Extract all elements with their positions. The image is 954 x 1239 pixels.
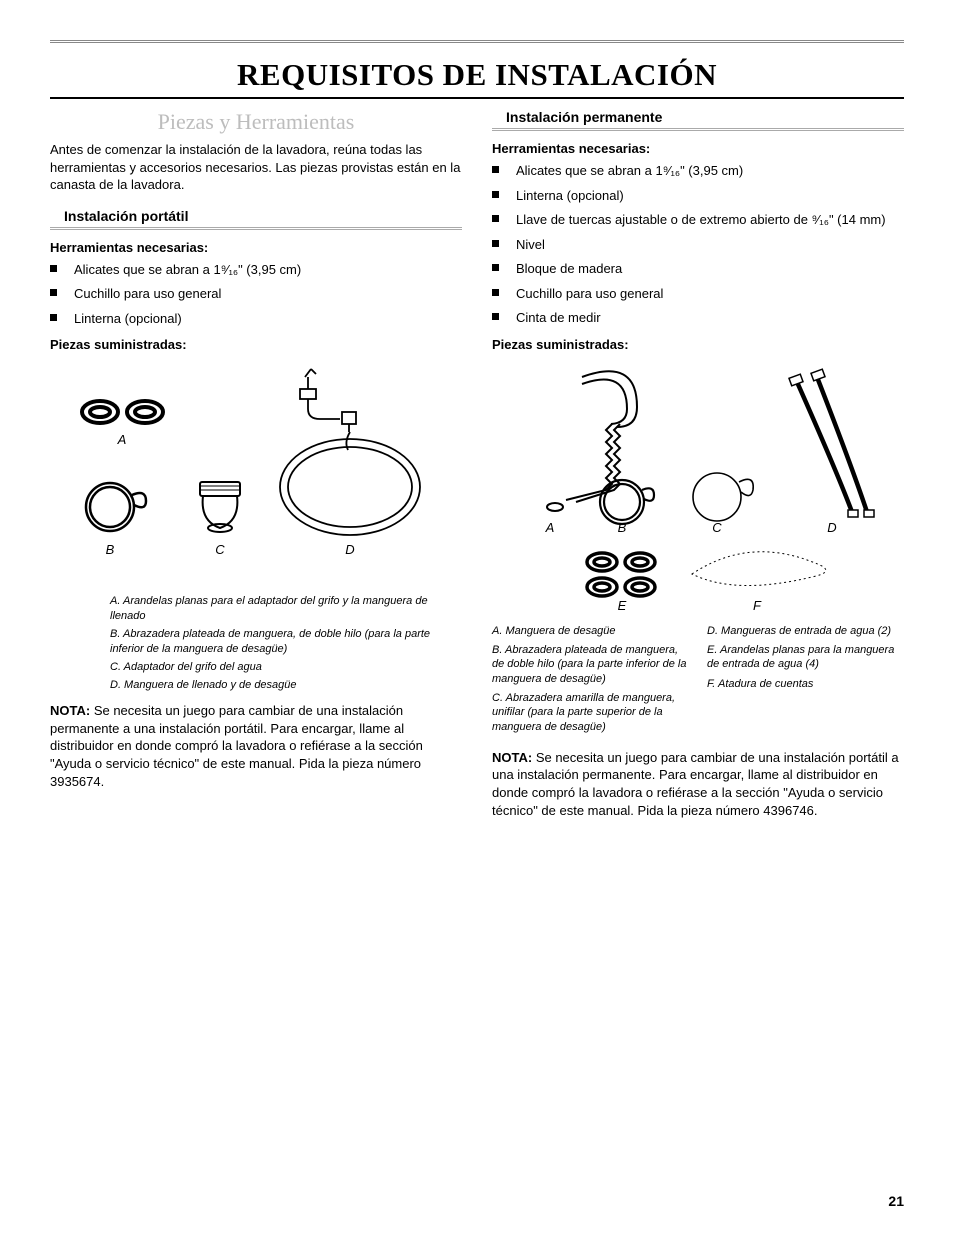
parts-diagram-right: A B C bbox=[492, 362, 892, 612]
caption-col-right: D. Mangueras de entrada de agua (2) E. A… bbox=[707, 624, 904, 739]
caption-col-left: A. Manguera de desagüe B. Abrazadera pla… bbox=[492, 624, 689, 739]
label-c: C bbox=[712, 520, 722, 535]
figure-caption-left: A. Arandelas planas para el adaptador de… bbox=[50, 594, 462, 692]
caption-item: E. Arandelas planas para la manguera de … bbox=[707, 643, 904, 672]
note-label: NOTA: bbox=[492, 750, 532, 765]
right-column: Instalación permanente Herramientas nece… bbox=[492, 109, 904, 819]
subtitle: Piezas y Herramientas bbox=[50, 109, 462, 135]
caption-item: A. Arandelas planas para el adaptador de… bbox=[110, 594, 452, 624]
parts-heading-right: Piezas suministradas: bbox=[492, 337, 904, 352]
caption-item: A. Manguera de desagüe bbox=[492, 624, 689, 638]
caption-item: C. Abrazadera amarilla de manguera, unif… bbox=[492, 691, 689, 734]
label-c: C bbox=[215, 542, 225, 557]
label-d: D bbox=[345, 542, 354, 557]
note-text: Se necesita un juego para cambiar de una… bbox=[492, 750, 899, 818]
label-e: E bbox=[618, 598, 627, 612]
figure-right: A B C bbox=[492, 362, 904, 612]
figure-left: A B C bbox=[50, 362, 462, 582]
caption-item: B. Abrazadera plateada de manguera, de d… bbox=[492, 643, 689, 686]
parts-heading-left: Piezas suministradas: bbox=[50, 337, 462, 352]
tools-list-right: Alicates que se abran a 1⁹⁄₁₆" (3,95 cm)… bbox=[492, 162, 904, 327]
list-item: Cuchillo para uso general bbox=[492, 285, 904, 303]
list-item: Linterna (opcional) bbox=[50, 310, 462, 328]
permanent-heading: Instalación permanente bbox=[492, 109, 904, 128]
main-title: REQUISITOS DE INSTALACIÓN bbox=[50, 51, 904, 97]
left-column: Piezas y Herramientas Antes de comenzar … bbox=[50, 109, 462, 819]
note-text: Se necesita un juego para cambiar de una… bbox=[50, 703, 423, 788]
caption-item: F. Atadura de cuentas bbox=[707, 677, 904, 691]
list-item: Nivel bbox=[492, 236, 904, 254]
label-a: A bbox=[117, 432, 127, 447]
note-left: NOTA: Se necesita un juego para cambiar … bbox=[50, 702, 462, 790]
label-a: A bbox=[545, 520, 555, 535]
tools-list-left: Alicates que se abran a 1⁹⁄₁₆" (3,95 cm)… bbox=[50, 261, 462, 328]
caption-item: B. Abrazadera plateada de manguera, de d… bbox=[110, 627, 452, 657]
permanent-heading-rule bbox=[492, 128, 904, 131]
label-b: B bbox=[618, 520, 627, 535]
caption-item: D. Manguera de llenado y de desagüe bbox=[110, 678, 452, 693]
label-d: D bbox=[827, 520, 836, 535]
label-f: F bbox=[753, 598, 762, 612]
list-item: Alicates que se abran a 1⁹⁄₁₆" (3,95 cm) bbox=[50, 261, 462, 279]
list-item: Linterna (opcional) bbox=[492, 187, 904, 205]
note-right: NOTA: Se necesita un juego para cambiar … bbox=[492, 749, 904, 819]
top-rule bbox=[50, 40, 904, 43]
page-number: 21 bbox=[888, 1193, 904, 1209]
tools-heading-right: Herramientas necesarias: bbox=[492, 141, 904, 156]
list-item: Bloque de madera bbox=[492, 260, 904, 278]
label-b: B bbox=[106, 542, 115, 557]
portable-heading: Instalación portátil bbox=[50, 208, 462, 227]
list-item: Llave de tuercas ajustable o de extremo … bbox=[492, 211, 904, 229]
list-item: Cuchillo para uso general bbox=[50, 285, 462, 303]
tools-heading-left: Herramientas necesarias: bbox=[50, 240, 462, 255]
figure-caption-right: A. Manguera de desagüe B. Abrazadera pla… bbox=[492, 624, 904, 739]
note-label: NOTA: bbox=[50, 703, 90, 718]
parts-diagram-left: A B C bbox=[50, 362, 450, 582]
caption-item: C. Adaptador del grifo del agua bbox=[110, 660, 452, 675]
title-underline bbox=[50, 97, 904, 99]
portable-heading-rule bbox=[50, 227, 462, 230]
list-item: Alicates que se abran a 1⁹⁄₁₆" (3,95 cm) bbox=[492, 162, 904, 180]
intro-text: Antes de comenzar la instalación de la l… bbox=[50, 141, 462, 194]
content-columns: Piezas y Herramientas Antes de comenzar … bbox=[50, 109, 904, 819]
list-item: Cinta de medir bbox=[492, 309, 904, 327]
caption-item: D. Mangueras de entrada de agua (2) bbox=[707, 624, 904, 638]
